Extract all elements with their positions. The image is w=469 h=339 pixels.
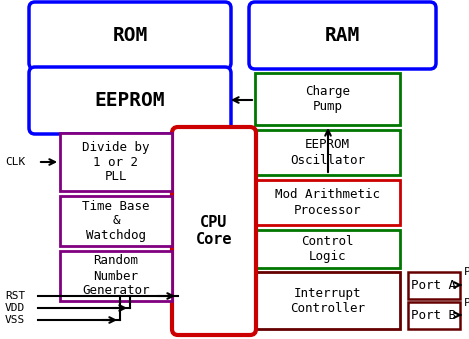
Bar bbox=[408, 272, 460, 299]
Bar bbox=[255, 230, 400, 268]
Text: EEPROM: EEPROM bbox=[95, 91, 165, 110]
Text: RAM: RAM bbox=[325, 26, 360, 45]
Bar bbox=[255, 180, 400, 225]
FancyBboxPatch shape bbox=[249, 2, 436, 69]
Text: EEPROM
Oscillator: EEPROM Oscillator bbox=[290, 139, 365, 166]
Text: CLK: CLK bbox=[5, 157, 25, 167]
Text: CPU
Core: CPU Core bbox=[196, 215, 232, 247]
Text: Random
Number
Generator: Random Number Generator bbox=[82, 255, 150, 298]
Text: Control
Logic: Control Logic bbox=[301, 235, 354, 263]
Bar bbox=[255, 130, 400, 175]
Text: Port A: Port A bbox=[411, 279, 456, 292]
Text: Interrupt
Controller: Interrupt Controller bbox=[290, 286, 365, 315]
Text: VSS: VSS bbox=[5, 315, 25, 325]
Text: Port B: Port B bbox=[411, 309, 456, 322]
Text: Mod Arithmetic
Processor: Mod Arithmetic Processor bbox=[275, 188, 380, 217]
FancyBboxPatch shape bbox=[29, 67, 231, 134]
Bar bbox=[60, 133, 172, 191]
Text: PA0: PA0 bbox=[464, 267, 469, 277]
FancyBboxPatch shape bbox=[29, 2, 231, 69]
FancyBboxPatch shape bbox=[172, 127, 256, 335]
Bar bbox=[408, 302, 460, 329]
Text: ROM: ROM bbox=[113, 26, 148, 45]
Text: VDD: VDD bbox=[5, 303, 25, 313]
Text: PB0-3: PB0-3 bbox=[464, 298, 469, 308]
Text: Divide by
1 or 2
PLL: Divide by 1 or 2 PLL bbox=[82, 140, 150, 183]
Text: Time Base
&
Watchdog: Time Base & Watchdog bbox=[82, 199, 150, 242]
Bar bbox=[255, 272, 400, 329]
Bar bbox=[60, 196, 172, 246]
Bar bbox=[60, 251, 172, 301]
Bar bbox=[255, 73, 400, 125]
Text: Charge
Pump: Charge Pump bbox=[305, 85, 350, 113]
Text: RST: RST bbox=[5, 291, 25, 301]
